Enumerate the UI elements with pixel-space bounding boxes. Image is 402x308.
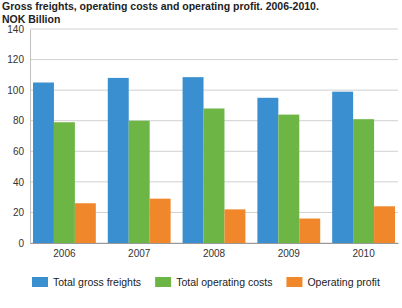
x-tick: 2008 — [203, 243, 226, 259]
bars — [33, 77, 395, 243]
y-tick-label: 60 — [13, 146, 25, 157]
bar-series — [75, 199, 395, 243]
bar — [224, 209, 245, 243]
y-tick: 100 — [7, 85, 30, 96]
x-axis: 2006 2007 2008 2009 2010 — [31, 243, 399, 259]
legend-item: Total gross freights — [32, 276, 141, 288]
x-tick-label: 2006 — [53, 248, 76, 259]
title: Gross freights, operating costs and oper… — [2, 0, 319, 12]
x-tick-label: 2010 — [352, 248, 375, 259]
bar — [108, 78, 129, 243]
chart: Gross freights, operating costs and oper… — [0, 0, 402, 308]
bar — [374, 206, 395, 243]
bar — [75, 203, 96, 243]
y-tick: 80 — [13, 115, 30, 126]
x-tick: 2009 — [278, 243, 301, 259]
y-tick-label: 0 — [18, 238, 24, 249]
legend-label: Operating profit — [307, 276, 379, 288]
bar — [278, 115, 299, 243]
x-tick-label: 2009 — [278, 248, 301, 259]
bar — [353, 119, 374, 243]
bar — [299, 219, 320, 243]
y-tick: 0 — [18, 238, 30, 249]
grid-line — [30, 90, 398, 91]
y-tick-label: 80 — [13, 115, 25, 126]
x-tick: 2006 — [53, 243, 76, 259]
y-tick-label: 140 — [7, 24, 24, 35]
bar — [150, 199, 171, 243]
y-tick: 120 — [7, 54, 30, 65]
legend-swatch — [155, 277, 171, 287]
x-tick-label: 2008 — [203, 248, 226, 259]
bar-series — [54, 108, 374, 243]
plot: 0 20 40 60 80 100 120 140 2006 2007 2008 2009 2010 — [7, 24, 398, 259]
y-axis-line — [30, 30, 31, 244]
legend-swatch — [286, 277, 302, 287]
legend-item: Operating profit — [286, 276, 379, 288]
legend-swatch — [32, 277, 48, 287]
bar — [183, 77, 204, 243]
x-tick: 2010 — [352, 243, 375, 259]
grid — [30, 29, 398, 243]
bar — [204, 108, 225, 243]
y-tick: 140 — [7, 24, 30, 35]
x-axis-line — [31, 243, 399, 244]
y-tick-label: 120 — [7, 54, 24, 65]
y-tick-label: 100 — [7, 85, 24, 96]
y-tick: 60 — [13, 146, 30, 157]
bar — [54, 122, 75, 243]
bar — [129, 121, 150, 243]
bar-series — [33, 77, 353, 243]
bar — [332, 92, 353, 243]
y-tick-label: 40 — [13, 177, 25, 188]
y-axis: 0 20 40 60 80 100 120 140 — [7, 24, 30, 249]
legend: Total gross freights Total operating cost… — [32, 276, 380, 288]
bar — [257, 98, 278, 243]
legend-item: Total operating costs — [155, 276, 272, 288]
legend-label: Total gross freights — [53, 276, 141, 288]
y-tick-label: 20 — [13, 207, 25, 218]
grid-line — [30, 29, 398, 30]
grid-line — [30, 59, 398, 60]
y-tick: 40 — [13, 177, 30, 188]
y-tick: 20 — [13, 207, 30, 218]
bar — [33, 83, 54, 244]
x-tick: 2007 — [128, 243, 151, 259]
legend-label: Total operating costs — [176, 276, 272, 288]
x-tick-label: 2007 — [128, 248, 151, 259]
